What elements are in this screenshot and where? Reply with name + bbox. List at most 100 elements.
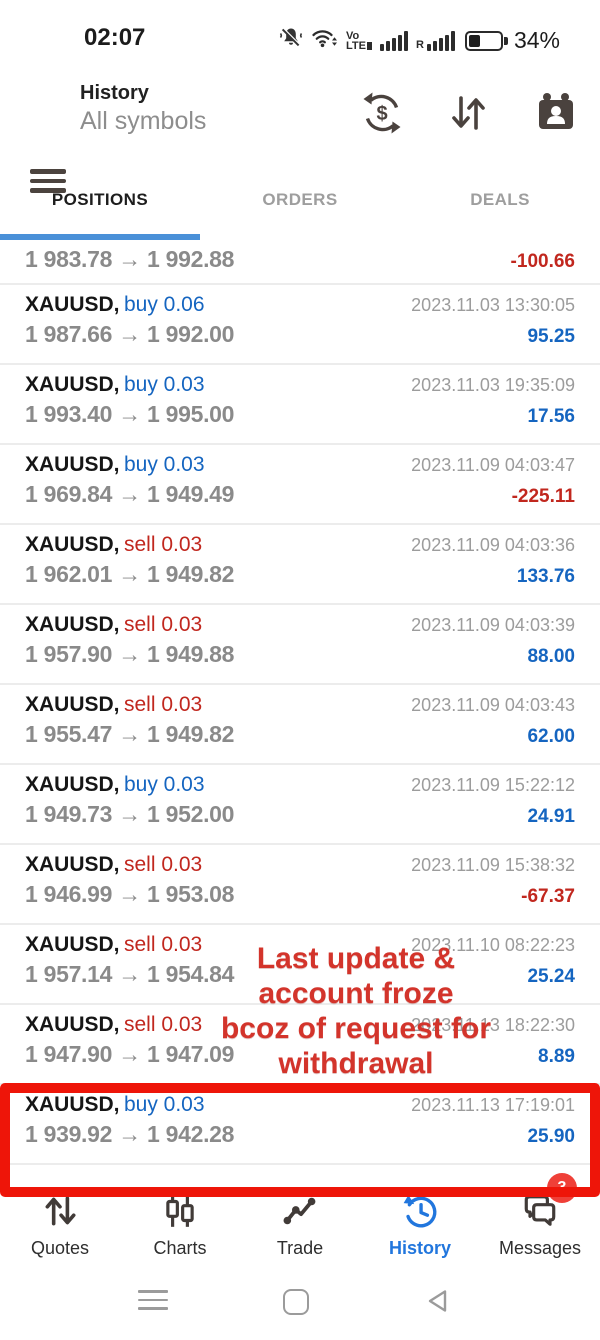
back-button[interactable] xyxy=(426,1288,452,1319)
position-side-volume: buy 0.03 xyxy=(123,453,205,476)
android-navigation-bar xyxy=(0,1278,600,1340)
messages-badge: 3 xyxy=(547,1173,577,1203)
nav-messages[interactable]: 3 Messages xyxy=(480,1173,600,1268)
position-row[interactable]: XAUUSD, buy 0.03 2023.11.09 15:22:12 1 9… xyxy=(0,765,600,845)
position-open-close-prices: 1 987.66 → 1 992.00 xyxy=(25,321,235,347)
history-icon xyxy=(401,1192,439,1235)
position-profit: 8.89 xyxy=(538,1046,575,1067)
messages-icon xyxy=(521,1192,559,1235)
position-symbol: XAUUSD, xyxy=(25,373,120,396)
position-open-close-prices: 1 957.14 → 1 954.84 xyxy=(25,961,235,987)
bottom-navigation: Quotes Charts Tr xyxy=(0,1173,600,1268)
position-symbol: XAUUSD, xyxy=(25,533,120,556)
symbol-filter-subtitle[interactable]: All symbols xyxy=(80,107,207,135)
position-symbol: XAUUSD, xyxy=(25,693,120,716)
recent-apps-button[interactable] xyxy=(138,1290,168,1316)
position-open-close-prices: 1 962.01 → 1 949.82 xyxy=(25,561,235,587)
tab-deals[interactable]: DEALS xyxy=(470,190,530,209)
position-close-time: 2023.11.10 08:22:23 xyxy=(411,935,575,955)
position-close-time: 2023.11.03 19:35:09 xyxy=(411,375,575,395)
history-tabs: POSITIONS ORDERS DEALS xyxy=(0,160,600,240)
position-profit: 25.24 xyxy=(527,966,575,987)
nav-trade[interactable]: Trade xyxy=(240,1192,360,1268)
position-row[interactable]: XAUUSD, sell 0.03 2023.11.09 04:03:39 1 … xyxy=(0,605,600,685)
home-button[interactable] xyxy=(283,1289,309,1315)
battery-percent: 34% xyxy=(513,27,560,53)
position-side-volume: sell 0.03 xyxy=(123,1013,203,1036)
position-open-close-prices: 1 947.90 → 1 947.09 xyxy=(25,1041,235,1067)
position-profit: 95.25 xyxy=(527,326,575,347)
position-side-volume: sell 0.03 xyxy=(123,613,203,636)
position-symbol: XAUUSD, xyxy=(25,853,120,876)
position-close-time: 2023.11.03 13:30:05 xyxy=(411,295,575,315)
balance-sync-icon[interactable]: $ xyxy=(359,90,405,136)
position-profit: 17.56 xyxy=(527,406,575,427)
position-row[interactable]: XAUUSD, buy 0.03 2023.11.09 04:03:47 1 9… xyxy=(0,445,600,525)
position-close-time: 2023.11.09 04:03:39 xyxy=(411,615,575,635)
quotes-icon xyxy=(41,1192,79,1235)
volte-icon: Vo LTE xyxy=(346,30,372,51)
position-close-time: 2023.11.09 15:22:12 xyxy=(411,775,575,795)
position-row[interactable]: 1 983.78 → 1 992.88 -100.66 xyxy=(0,240,600,285)
signal-sim1-icon xyxy=(380,30,408,51)
position-close-time: 2023.11.09 04:03:47 xyxy=(411,455,575,475)
nav-quotes[interactable]: Quotes xyxy=(0,1192,120,1268)
position-row[interactable]: XAUUSD, buy 0.06 2023.11.03 13:30:05 1 9… xyxy=(0,285,600,365)
position-profit: 62.00 xyxy=(527,726,575,747)
position-row[interactable]: XAUUSD, sell 0.03 2023.11.09 15:38:32 1 … xyxy=(0,845,600,925)
position-row[interactable]: XAUUSD, sell 0.03 2023.11.10 08:22:23 1 … xyxy=(0,925,600,1005)
position-profit: 24.91 xyxy=(527,806,575,827)
position-close-time: 2023.11.13 18:22:30 xyxy=(411,1015,575,1035)
position-close-time: 2023.11.13 17:19:01 xyxy=(411,1095,575,1115)
menu-icon[interactable] xyxy=(30,169,66,193)
position-side-volume: sell 0.03 xyxy=(123,693,203,716)
position-open-close-prices: 1 993.40 → 1 995.00 xyxy=(25,401,235,427)
position-symbol: XAUUSD, xyxy=(25,1013,120,1036)
position-close-time: 2023.11.09 15:38:32 xyxy=(411,855,575,875)
sort-icon[interactable] xyxy=(445,90,491,136)
position-open-close-prices: 1 957.90 → 1 949.88 xyxy=(25,641,235,667)
svg-text:$: $ xyxy=(376,103,387,125)
position-side-volume: sell 0.03 xyxy=(123,853,203,876)
active-tab-indicator xyxy=(0,234,200,240)
trade-icon xyxy=(281,1192,319,1235)
position-row[interactable]: XAUUSD, sell 0.03 2023.11.09 04:03:43 1 … xyxy=(0,685,600,765)
position-close-time: 2023.11.09 04:03:36 xyxy=(411,535,575,555)
position-symbol: XAUUSD, xyxy=(25,773,120,796)
position-open-close-prices: 1 946.99 → 1 953.08 xyxy=(25,881,235,907)
position-symbol: XAUUSD, xyxy=(25,613,120,636)
nav-history[interactable]: History xyxy=(360,1192,480,1268)
tab-orders[interactable]: ORDERS xyxy=(262,190,338,209)
mute-vibrate-icon xyxy=(279,26,303,55)
position-profit: 25.90 xyxy=(527,1126,575,1147)
clock-time: 02:07 xyxy=(84,24,146,51)
position-row[interactable]: XAUUSD, sell 0.03 2023.11.13 18:22:30 1 … xyxy=(0,1005,600,1085)
position-row[interactable]: XAUUSD, buy 0.03 2023.11.03 19:35:09 1 9… xyxy=(0,365,600,445)
position-profit: 88.00 xyxy=(527,646,575,667)
nav-charts[interactable]: Charts xyxy=(120,1192,240,1268)
position-row[interactable]: XAUUSD, sell 0.03 2023.11.09 04:03:36 1 … xyxy=(0,525,600,605)
tab-positions[interactable]: POSITIONS xyxy=(51,190,149,209)
position-open-close-prices: 1 939.92 → 1 942.28 xyxy=(25,1121,235,1147)
position-side-volume: buy 0.03 xyxy=(123,1093,205,1116)
position-symbol: XAUUSD, xyxy=(25,293,120,316)
position-symbol: XAUUSD, xyxy=(25,1093,120,1116)
wifi-icon xyxy=(311,26,338,55)
accounts-icon[interactable] xyxy=(533,90,579,136)
position-symbol: XAUUSD, xyxy=(25,933,120,956)
position-open-close-prices: 1 983.78 → 1 992.88 xyxy=(25,246,235,272)
position-side-volume: buy 0.06 xyxy=(123,293,205,316)
positions-list: 1 983.78 → 1 992.88 -100.66 XAUUSD, buy … xyxy=(0,240,600,1165)
status-bar: 02:07 xyxy=(0,0,600,70)
position-profit: -67.37 xyxy=(521,886,575,907)
position-side-volume: buy 0.03 xyxy=(123,373,205,396)
position-profit: -100.66 xyxy=(510,251,575,272)
position-open-close-prices: 1 969.84 → 1 949.49 xyxy=(25,481,235,507)
position-profit: 133.76 xyxy=(516,566,575,587)
position-symbol: XAUUSD, xyxy=(25,453,120,476)
charts-icon xyxy=(161,1192,199,1235)
position-row[interactable]: XAUUSD, buy 0.03 2023.11.13 17:19:01 1 9… xyxy=(0,1085,600,1165)
app-bar: History All symbols $ xyxy=(0,70,600,193)
position-side-volume: sell 0.03 xyxy=(123,533,203,556)
